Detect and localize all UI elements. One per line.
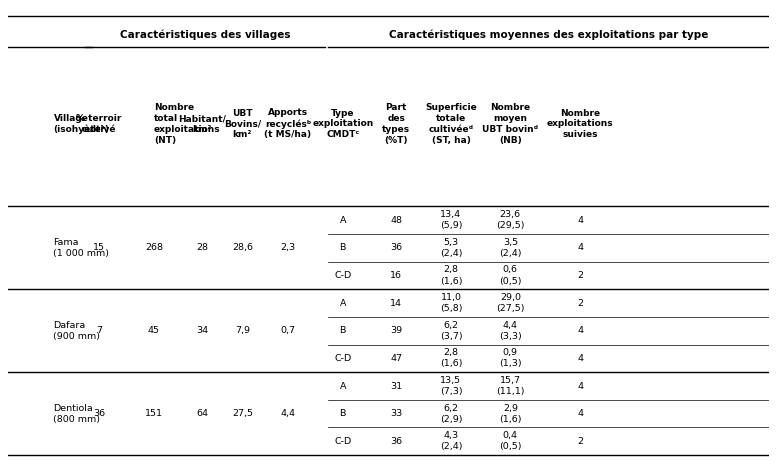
Text: Village
(isohyèteᵃ): Village (isohyèteᵃ) [54,114,110,134]
Text: B: B [340,243,346,252]
Text: A: A [340,216,346,225]
Text: 2,9
(1,6): 2,9 (1,6) [499,403,521,424]
Text: Fama
(1 000 mm): Fama (1 000 mm) [54,238,110,258]
Text: 2: 2 [577,271,584,280]
Text: 39: 39 [390,326,402,335]
Text: 16: 16 [390,271,402,280]
Text: 15: 15 [93,243,105,252]
Text: 23,6
(29,5): 23,6 (29,5) [496,210,524,230]
Text: 0,7: 0,7 [280,326,295,335]
Text: 28,6: 28,6 [232,243,253,252]
Text: Caractéristiques moyennes des exploitations par type: Caractéristiques moyennes des exploitati… [388,29,708,40]
Text: 13,4
(5,9): 13,4 (5,9) [440,210,462,230]
Text: 31: 31 [390,381,402,390]
Text: UBT
Bovins/
km²: UBT Bovins/ km² [224,109,261,139]
Text: A: A [340,299,346,307]
Text: 4: 4 [577,409,584,418]
Text: 2,3: 2,3 [280,243,295,252]
Text: Nombre
exploitations
suivies: Nombre exploitations suivies [547,109,614,139]
Text: 47: 47 [390,354,402,363]
Text: 36: 36 [93,409,105,418]
Text: Superficie
totale
cultivéeᵈ
(ST, ha): Superficie totale cultivéeᵈ (ST, ha) [425,103,477,145]
Text: Dentiola
(800 mm): Dentiola (800 mm) [54,403,100,424]
Text: 4,4
(3,3): 4,4 (3,3) [499,321,521,341]
Text: 36: 36 [390,437,402,446]
Text: 4: 4 [577,216,584,225]
Text: % terroir
cultivé: % terroir cultivé [76,114,122,134]
Text: 29,0
(27,5): 29,0 (27,5) [496,293,524,313]
Text: 64: 64 [196,409,208,418]
Text: 151: 151 [145,409,163,418]
Text: 5,3
(2,4): 5,3 (2,4) [440,238,462,258]
Text: Nombre
moyen
UBT bovinᵈ
(NB): Nombre moyen UBT bovinᵈ (NB) [483,103,538,145]
Text: 27,5: 27,5 [232,409,253,418]
Text: 6,2
(3,7): 6,2 (3,7) [440,321,462,341]
Text: A: A [340,381,346,390]
Text: 2,8
(1,6): 2,8 (1,6) [440,265,462,285]
Text: 0,6
(0,5): 0,6 (0,5) [499,265,521,285]
Text: 3,5
(2,4): 3,5 (2,4) [499,238,521,258]
Text: 2: 2 [577,299,584,307]
Text: 28: 28 [196,243,208,252]
Text: 0,4
(0,5): 0,4 (0,5) [499,431,521,451]
Text: 2: 2 [577,437,584,446]
Text: 4,4: 4,4 [280,409,295,418]
Text: 36: 36 [390,243,402,252]
Text: Caractéristiques des villages: Caractéristiques des villages [120,29,291,40]
Text: 4: 4 [577,354,584,363]
Text: 4: 4 [577,381,584,390]
Text: 7,9: 7,9 [235,326,249,335]
Text: 6,2
(2,9): 6,2 (2,9) [440,403,462,424]
Text: C-D: C-D [334,354,351,363]
Text: 33: 33 [390,409,402,418]
Text: Apports
recyclésᵇ
(t MS/ha): Apports recyclésᵇ (t MS/ha) [264,109,312,139]
Text: B: B [340,409,346,418]
Text: 268: 268 [145,243,163,252]
Text: Type
exploitation
CMDTᶜ: Type exploitation CMDTᶜ [312,109,374,139]
Text: 34: 34 [196,326,208,335]
Text: Dafara
(900 mm): Dafara (900 mm) [54,321,100,341]
Text: 4: 4 [577,243,584,252]
Text: 7: 7 [96,326,102,335]
Text: C-D: C-D [334,437,351,446]
Text: 13,5
(7,3): 13,5 (7,3) [440,376,462,396]
Text: 45: 45 [148,326,160,335]
Text: 4,3
(2,4): 4,3 (2,4) [440,431,462,451]
Text: 48: 48 [390,216,402,225]
Text: 0,9
(1,3): 0,9 (1,3) [499,348,521,368]
Text: 14: 14 [390,299,402,307]
Text: 11,0
(5,8): 11,0 (5,8) [440,293,462,313]
Text: 4: 4 [577,326,584,335]
Text: 15,7
(11,1): 15,7 (11,1) [496,376,524,396]
Text: Nombre
total
exploitations
(NT): Nombre total exploitations (NT) [154,103,221,145]
Text: C-D: C-D [334,271,351,280]
Text: B: B [340,326,346,335]
Text: Habitant/
km²: Habitant/ km² [178,114,226,134]
Text: 2,8
(1,6): 2,8 (1,6) [440,348,462,368]
Text: Part
des
types
(%T): Part des types (%T) [382,103,410,145]
